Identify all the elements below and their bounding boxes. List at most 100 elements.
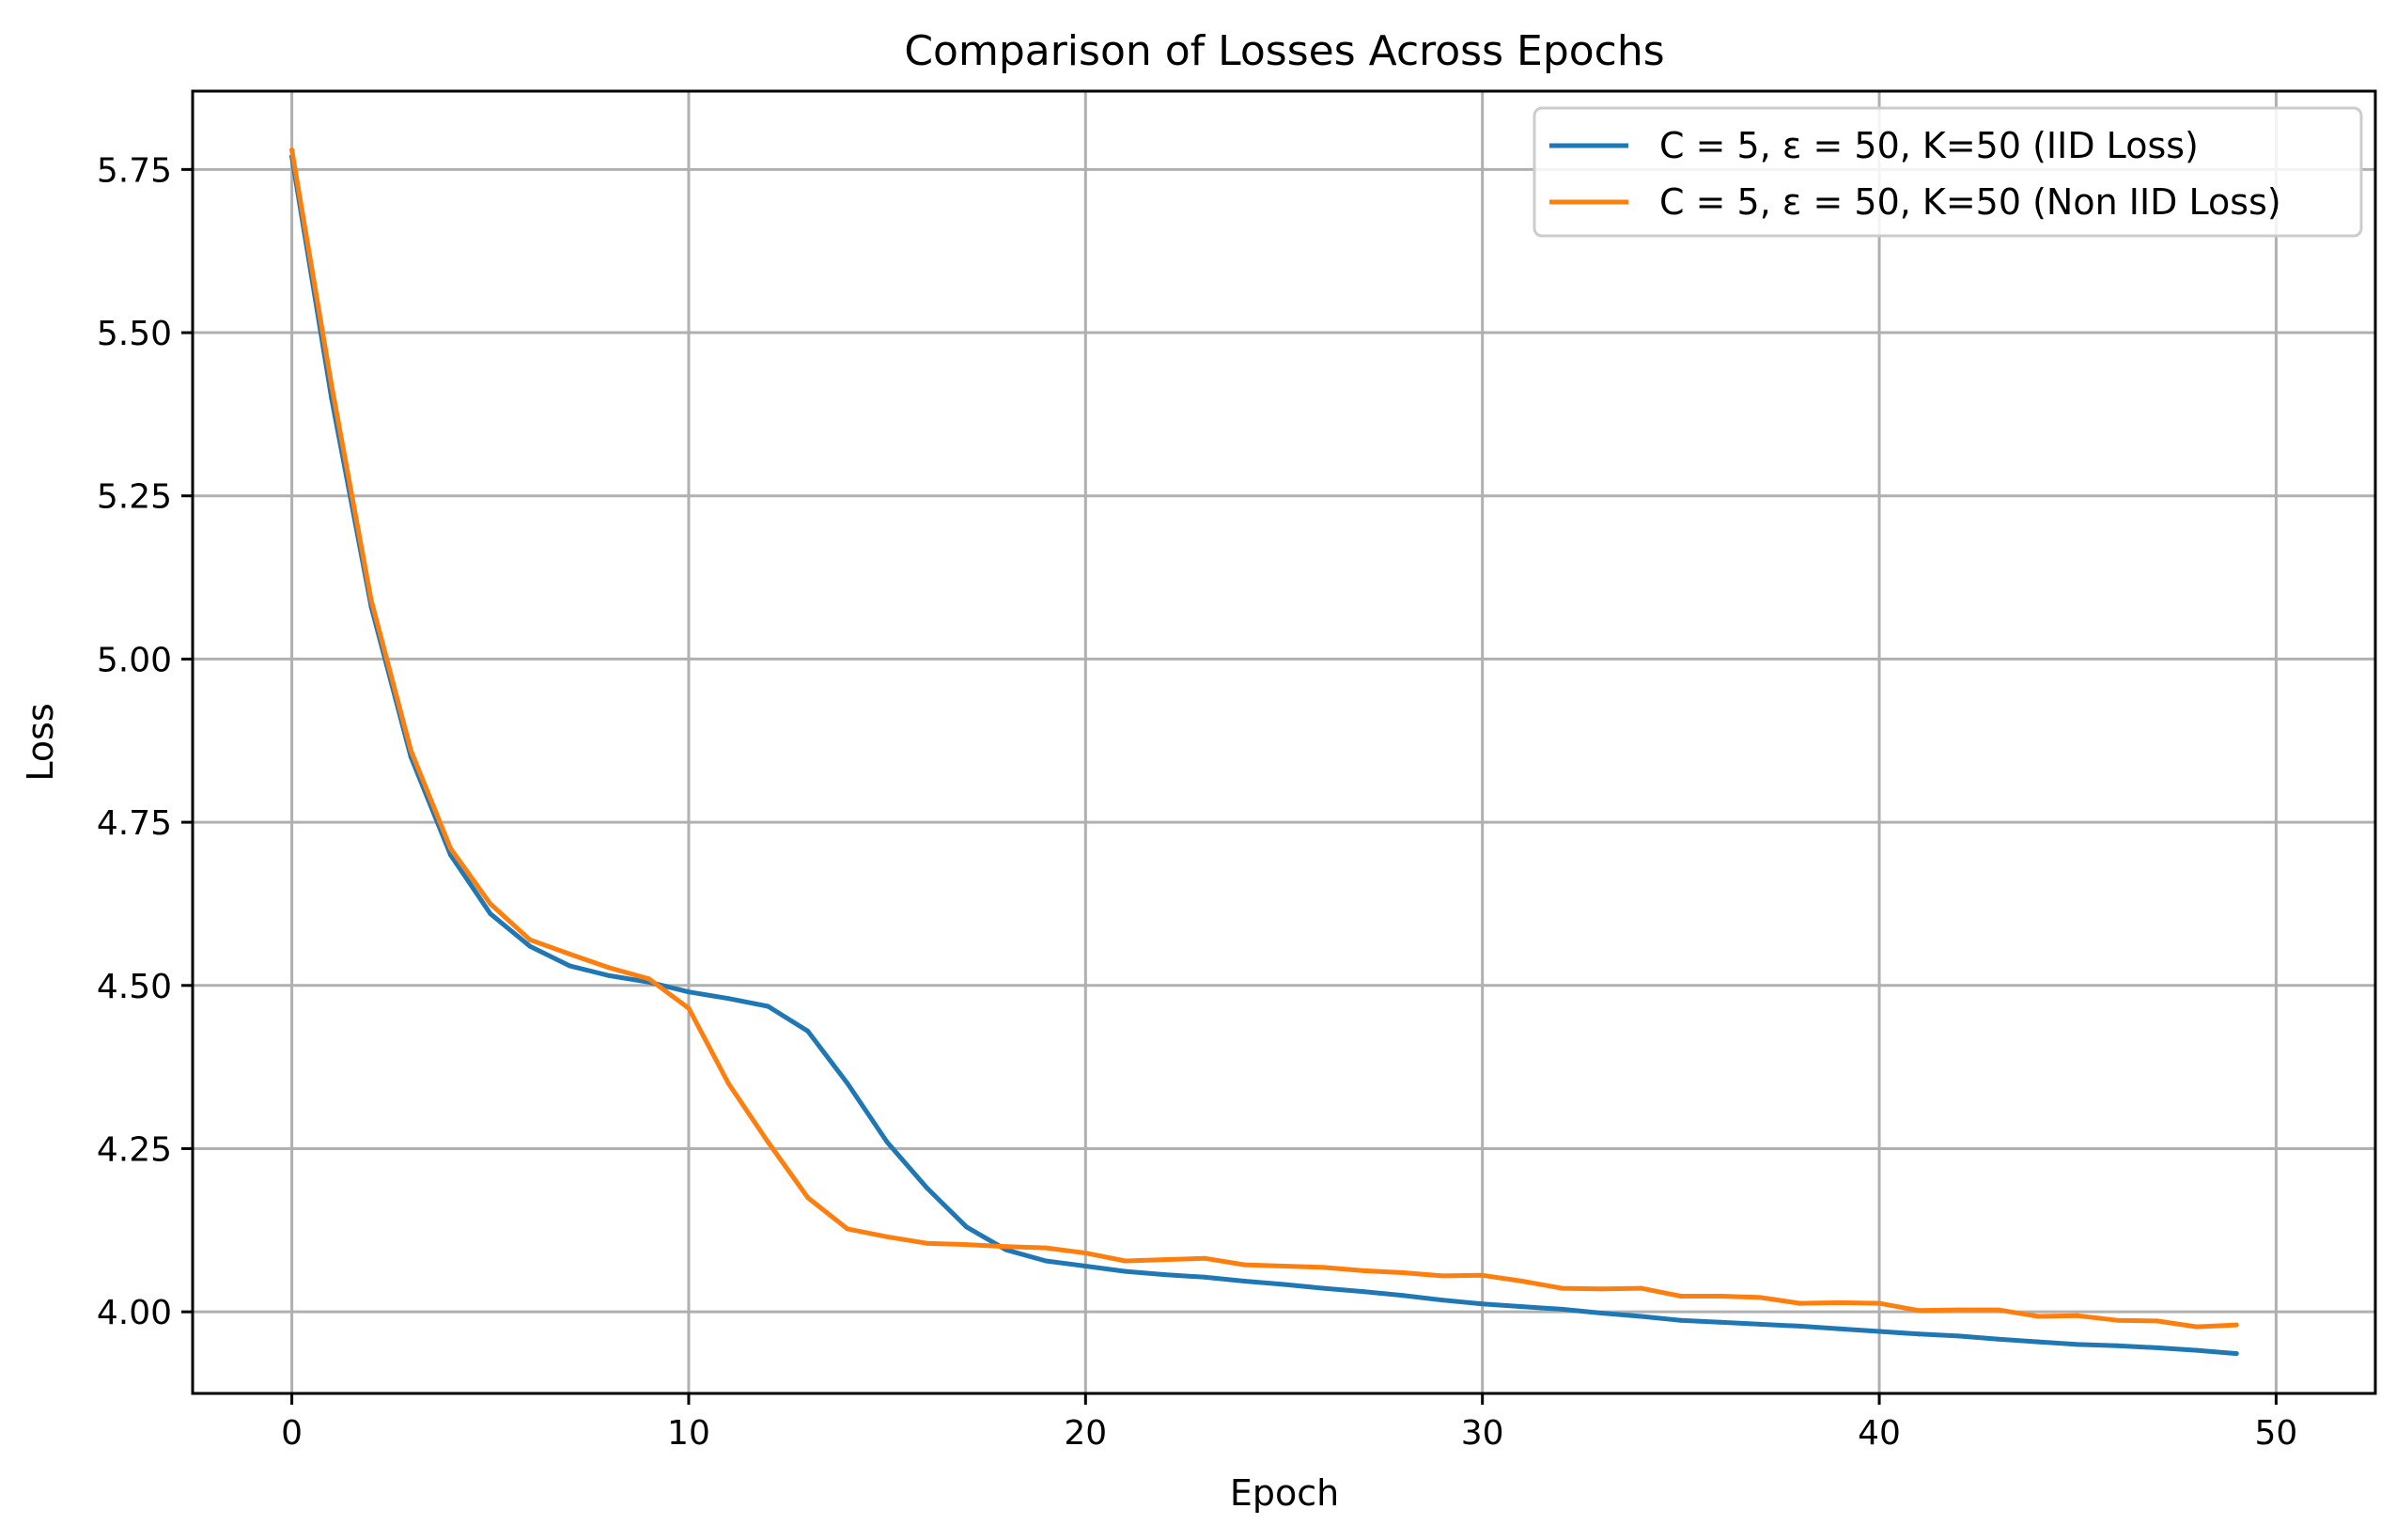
data-point [1400,1270,1406,1275]
data-point [448,846,453,851]
data-point [567,951,572,957]
x-tick-label: 10 [667,1414,710,1453]
data-point [1400,1293,1406,1299]
data-point [1202,1274,1207,1280]
data-point [488,910,493,916]
data-point [1996,1307,2001,1313]
series-lines [289,148,2239,1357]
data-point [1123,1258,1128,1264]
data-point [329,382,335,388]
data-point [368,598,374,603]
data-point [845,1081,850,1086]
y-tick-label: 5.50 [97,315,172,353]
data-point [1718,1319,1723,1325]
x-axis-label: Epoch [1230,1472,1339,1514]
data-point [1876,1300,1882,1306]
data-point [1956,1333,1961,1339]
data-point [1559,1285,1564,1291]
data-point [2155,1345,2160,1350]
x-tick-label: 20 [1064,1414,1107,1453]
x-tick-label: 0 [281,1414,303,1453]
data-point [1043,1245,1049,1251]
data-point [2035,1339,2041,1345]
data-point [1162,1272,1168,1278]
data-point [964,1224,970,1230]
chart-title: Comparison of Losses Across Epochs [904,27,1664,75]
data-point [1678,1294,1684,1299]
data-point [1321,1265,1327,1270]
data-point [1876,1329,1882,1334]
data-point [1598,1311,1604,1315]
legend-items: C = 5, ε = 50, K=50 (IID Loss) C = 5, ε =… [1549,125,2281,223]
data-point [1718,1294,1723,1299]
data-point [1916,1331,1921,1337]
y-axis-label: Loss [20,703,61,781]
series-non-iid [289,148,2239,1330]
data-point [607,972,612,978]
data-point [1757,1295,1763,1300]
data-point [1043,1258,1049,1264]
data-point [527,943,533,949]
y-tick-label: 4.25 [97,1130,172,1169]
data-point [2194,1324,2200,1330]
y-tick-label: 4.50 [97,968,172,1006]
data-point [2194,1347,2200,1353]
data-point [1797,1323,1803,1329]
data-point [1082,1251,1088,1256]
data-point [1241,1279,1247,1283]
data-point [805,1195,811,1201]
data-point [924,1185,929,1190]
data-point [289,148,295,152]
data-point [1123,1268,1128,1274]
data-point [1004,1244,1009,1250]
data-point [1519,1279,1525,1283]
legend-box [1533,106,2363,238]
data-point [1559,1306,1564,1312]
data-point [1439,1273,1445,1279]
data-point [1241,1262,1247,1268]
data-point [1837,1326,1843,1331]
data-point [1757,1321,1763,1327]
data-point [1282,1264,1286,1268]
data-point [1519,1304,1525,1310]
data-point [884,1140,890,1144]
x-tick-label: 50 [2255,1414,2298,1453]
data-point [1797,1300,1803,1306]
data-point [2075,1313,2080,1318]
data-point [408,748,413,754]
data-point [607,965,612,971]
data-point [1480,1301,1486,1307]
data-point [2233,1322,2239,1328]
legend: C = 5, ε = 50, K=50 (IID Loss) C = 5, ε =… [1533,106,2363,238]
series-line [289,154,2239,1357]
y-tick-label: 5.25 [97,478,172,517]
data-point [845,1226,850,1232]
data-point [884,1234,890,1239]
data-point [686,989,692,995]
data-point [567,963,572,969]
data-point [1956,1307,1961,1313]
data-point [1678,1317,1684,1323]
data-point [1996,1336,2001,1342]
data-point [527,937,533,942]
data-point [1480,1272,1486,1278]
plot-area-frame [191,89,2377,1395]
data-point [725,996,731,1002]
data-point [686,1005,692,1011]
data-point [805,1028,811,1034]
y-tick-label: 5.00 [97,641,172,679]
data-point [1916,1308,1921,1314]
data-point [1639,1285,1644,1291]
y-tick-label: 5.75 [97,151,172,190]
data-point [2115,1317,2120,1323]
data-point [964,1242,970,1248]
data-point [1639,1314,1644,1319]
data-point [924,1240,929,1246]
data-point [488,901,493,907]
y-tick-label: 4.75 [97,804,172,843]
data-point [765,1140,770,1144]
data-point [1598,1286,1604,1292]
data-point [1082,1264,1088,1268]
x-tick-label: 40 [1858,1414,1901,1453]
